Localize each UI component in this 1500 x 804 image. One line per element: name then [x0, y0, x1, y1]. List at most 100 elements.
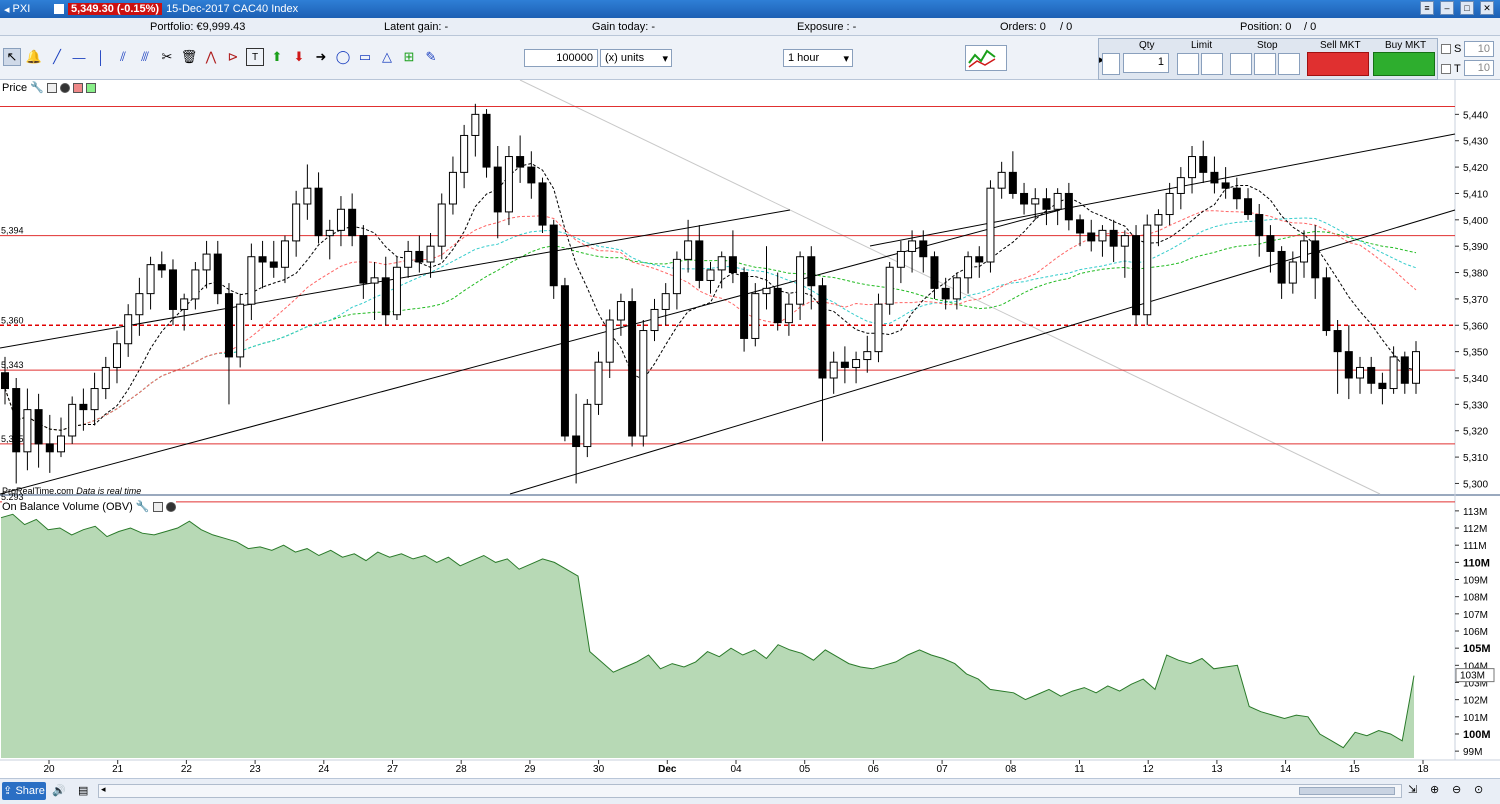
obv-panel-title: On Balance Volume (OBV)	[2, 500, 133, 513]
stop-sell-button[interactable]	[1254, 53, 1276, 75]
candle-body	[280, 240, 289, 268]
scroll-left-icon[interactable]: ◂	[101, 784, 106, 794]
candle-body	[1176, 177, 1185, 194]
candle-body	[796, 256, 805, 305]
candle-body	[1020, 192, 1029, 205]
close-icon[interactable]: ✕	[1480, 1, 1494, 15]
zoom-out-icon[interactable]: ⊖	[1452, 784, 1462, 796]
limit-buy-button[interactable]	[1177, 53, 1199, 75]
candle-body	[975, 256, 984, 263]
orders-count[interactable]: Orders: 0	[1000, 21, 1046, 33]
pen-tool-icon[interactable]: ✎	[425, 49, 437, 64]
collapse-arrow-icon[interactable]: ▸	[1099, 53, 1105, 66]
fan-tool-icon[interactable]: ⊳	[227, 49, 239, 64]
ellipse-tool-icon[interactable]: ◯	[335, 49, 351, 64]
candle-body	[1300, 240, 1309, 263]
zoom-fit-icon[interactable]: ⇲	[1408, 784, 1418, 796]
candle-body	[672, 258, 681, 295]
channel-tool-icon[interactable]: ⫽	[120, 49, 126, 64]
zoom-in-icon[interactable]: ⊕	[1430, 784, 1440, 796]
print-icon[interactable]: ▤	[78, 785, 89, 797]
panel-close-icon[interactable]	[165, 501, 176, 512]
price-tick-label: 5,400	[1463, 216, 1488, 227]
candle-body	[616, 301, 625, 321]
interval-select[interactable]: 1 hour ▾	[783, 49, 853, 67]
panel-up-icon[interactable]	[85, 82, 96, 93]
candle-body	[325, 229, 334, 237]
panel-window-icon[interactable]	[152, 501, 163, 512]
obv-tick-label: 109M	[1463, 576, 1488, 587]
share-button[interactable]: ⇪ Share	[2, 782, 46, 800]
panel-window-icon[interactable]	[46, 82, 57, 93]
time-tick-label: 06	[868, 764, 880, 775]
stop-distance-input[interactable]: 10	[1464, 41, 1494, 57]
obv-panel-header: On Balance Volume (OBV) 🔧	[2, 500, 176, 513]
zoom-reset-icon[interactable]: ⊙	[1474, 784, 1484, 796]
candle-body	[1109, 229, 1118, 247]
eraser-icon[interactable]: ✂	[161, 49, 173, 64]
target-distance-input[interactable]: 10	[1464, 60, 1494, 76]
obv-tick-label: 110M	[1463, 557, 1490, 569]
stop-checkbox[interactable]	[1441, 44, 1451, 54]
triangle-tool-icon[interactable]: △	[382, 49, 392, 64]
alert-bell-icon[interactable]: 🔔	[25, 49, 43, 64]
rectangle-tool-icon[interactable]: ▭	[358, 49, 372, 64]
buy-arrow-icon[interactable]: ⬆	[271, 49, 283, 64]
delete-icon[interactable]: 🗑	[180, 49, 198, 64]
buy-mkt-label: Buy MKT	[1385, 40, 1427, 51]
candle-body	[1064, 192, 1073, 221]
candle-body	[1132, 235, 1141, 316]
vertical-line-icon[interactable]: │	[96, 49, 106, 65]
stop-both-button[interactable]	[1278, 53, 1300, 75]
candle-body	[594, 361, 603, 405]
horizontal-scrollbar[interactable]: ◂	[98, 784, 1402, 798]
obv-area	[1, 514, 1414, 758]
candle-body	[885, 266, 894, 305]
sell-market-button[interactable]	[1307, 52, 1369, 76]
time-tick-label: 07	[937, 764, 949, 775]
parallel-lines-icon[interactable]: ⫻	[141, 49, 149, 64]
chart-type-select[interactable]	[965, 45, 1007, 71]
candle-body	[1288, 261, 1297, 284]
quantity-input[interactable]: 100000	[524, 49, 598, 67]
pointer-tool-icon[interactable]: ↖	[3, 48, 21, 66]
units-select[interactable]: (x) units ▾	[600, 49, 672, 67]
panel-close-icon[interactable]	[59, 82, 70, 93]
sell-arrow-icon[interactable]: ⬇	[293, 49, 305, 64]
trendline-tool-icon[interactable]: ╱	[53, 49, 61, 64]
indicator-tool-icon[interactable]: ⊞	[403, 49, 415, 64]
candle-body	[1120, 235, 1129, 247]
settings-wrench-icon[interactable]	[1102, 53, 1120, 75]
app-arrow-icon: ◂	[4, 3, 10, 16]
chart-area[interactable]: 5,440 5,430 5,420 5,410 5,400 5,390 5,380 5,370…	[0, 80, 1500, 778]
panel-add-icon[interactable]	[72, 82, 83, 93]
stop-buy-button[interactable]	[1230, 53, 1252, 75]
horizontal-line-icon[interactable]: —	[72, 49, 86, 65]
text-tool-icon[interactable]: T	[246, 48, 264, 66]
wrench-icon[interactable]: 🔧	[135, 501, 150, 513]
limit-sell-button[interactable]	[1201, 53, 1223, 75]
menu-icon[interactable]: ≡	[1420, 1, 1434, 15]
candle-body	[628, 301, 637, 437]
candle-body	[493, 166, 502, 213]
position-total[interactable]: / 0	[1304, 21, 1317, 33]
position-count[interactable]: Position: 0	[1240, 21, 1292, 33]
obv-tick-label: 107M	[1463, 610, 1488, 621]
candle-body	[1143, 224, 1152, 316]
scroll-thumb[interactable]	[1299, 787, 1395, 795]
candle-body	[1, 372, 9, 390]
buy-market-button[interactable]	[1373, 52, 1435, 76]
time-tick-label: Dec	[658, 764, 677, 775]
candle-body	[605, 319, 614, 363]
orders-total[interactable]: / 0	[1060, 21, 1073, 33]
app-menu[interactable]: ◂ PXI	[0, 3, 50, 16]
target-checkbox[interactable]	[1441, 64, 1451, 74]
maximize-icon[interactable]: □	[1460, 1, 1474, 15]
wrench-icon[interactable]: 🔧	[30, 82, 44, 94]
sound-icon[interactable]: 🔊	[52, 785, 66, 797]
right-arrow-icon[interactable]: ➜	[315, 49, 327, 64]
qty-input[interactable]: 1	[1123, 53, 1169, 73]
minimize-icon[interactable]: –	[1440, 1, 1454, 15]
price-tick-label: 5,360	[1463, 321, 1488, 332]
fibonacci-icon[interactable]: ⋀	[205, 49, 217, 64]
